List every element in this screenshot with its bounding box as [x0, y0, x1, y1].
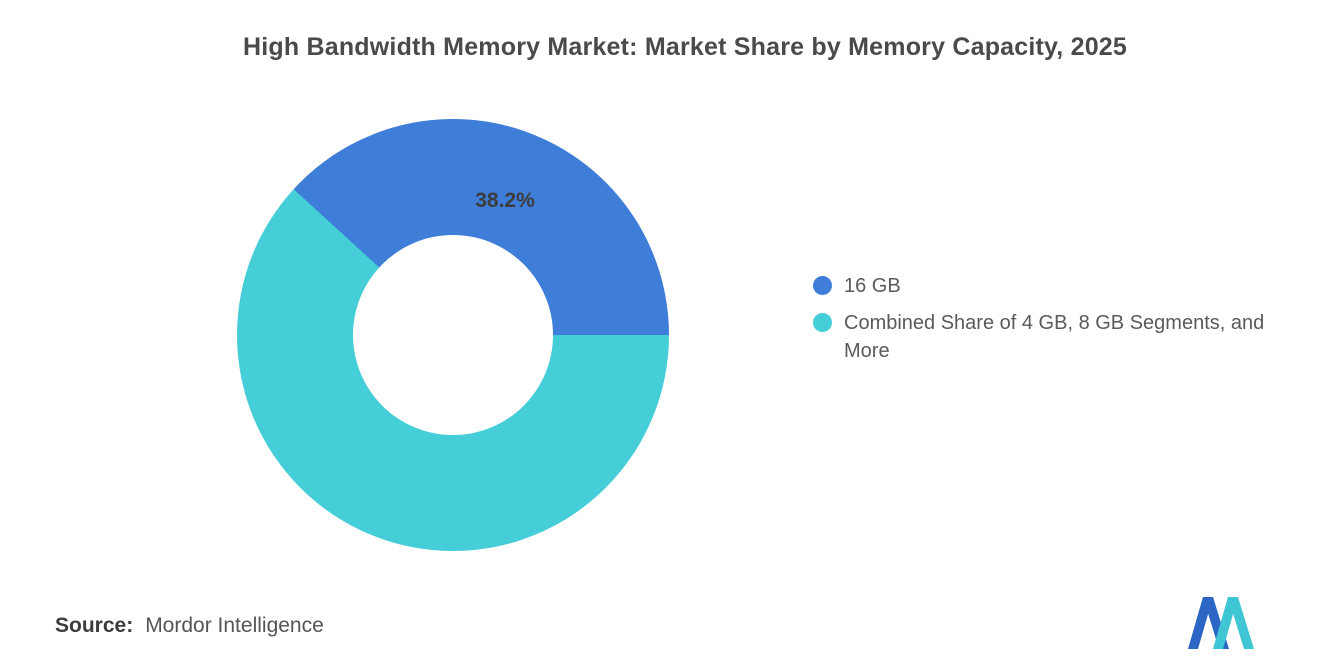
mordor-logo-icon: [1188, 597, 1254, 649]
segment-data-label: 38.2%: [475, 189, 535, 212]
legend-label-16gb: 16 GB: [844, 275, 901, 297]
donut-hole: [353, 235, 553, 435]
chart-title: High Bandwidth Memory Market: Market Sha…: [242, 33, 1128, 61]
legend-item-16gb: 16 GB: [813, 272, 1269, 300]
legend-swatch-combined: [813, 313, 832, 332]
source-label: Source:: [55, 614, 134, 637]
legend-label-combined: Combined Share of 4 GB, 8 GB Segments, a…: [844, 312, 1265, 362]
legend-swatch-16gb: [813, 276, 832, 295]
source-value: Mordor Intelligence: [145, 614, 324, 637]
legend-item-combined: Combined Share of 4 GB, 8 GB Segments, a…: [813, 309, 1269, 365]
mordor-intelligence-logo: [1188, 597, 1254, 649]
source-line: Source: Mordor Intelligence: [55, 614, 324, 638]
legend: 16 GB Combined Share of 4 GB, 8 GB Segme…: [813, 272, 1269, 374]
